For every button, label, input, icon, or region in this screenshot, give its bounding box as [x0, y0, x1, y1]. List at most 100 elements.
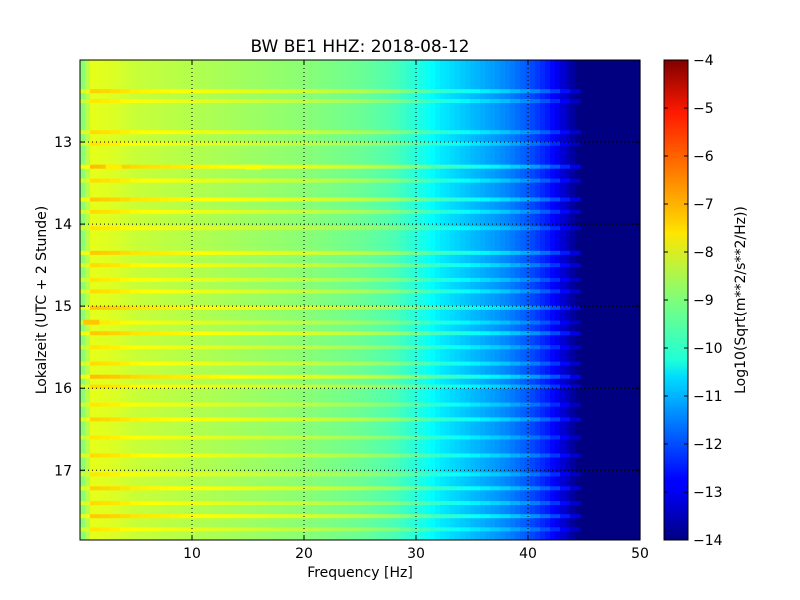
- hotspot: [245, 164, 262, 170]
- band-line: [80, 164, 581, 169]
- spectrogram-column: [185, 60, 191, 540]
- spectrogram-column: [165, 60, 171, 540]
- spectrogram-column: [320, 60, 326, 540]
- spectrogram-column: [535, 60, 541, 540]
- y-tick-label: 15: [54, 299, 72, 315]
- spectrogram-column: [560, 60, 566, 540]
- spectrogram-column: [635, 60, 641, 540]
- spectrogram-column: [435, 60, 441, 540]
- spectrogram-column: [115, 60, 121, 540]
- spectrogram-column: [350, 60, 356, 540]
- spectrogram-column: [470, 60, 476, 540]
- band-line: [80, 320, 581, 325]
- spectrogram-column: [260, 60, 266, 540]
- spectrogram-column: [220, 60, 226, 540]
- x-tick-label: 20: [295, 546, 313, 562]
- spectrogram-column: [395, 60, 401, 540]
- y-tick-label: 16: [54, 381, 72, 397]
- spectrogram-column: [600, 60, 606, 540]
- band-line: [80, 402, 581, 407]
- band-line: [80, 417, 581, 422]
- band-line: [80, 361, 581, 366]
- spectrogram-column: [360, 60, 366, 540]
- spectrogram-column: [120, 60, 126, 540]
- plot-frame: [79, 59, 641, 541]
- spectrogram-column: [90, 60, 96, 540]
- spectrogram-column: [515, 60, 521, 540]
- spectrogram-column: [175, 60, 181, 540]
- spectrogram-column: [585, 60, 591, 540]
- band-line: [80, 263, 581, 268]
- spectrogram-column: [355, 60, 361, 540]
- band-line: [80, 527, 581, 532]
- spectrogram-column: [265, 60, 271, 540]
- band-line: [80, 277, 581, 282]
- spectrogram-column: [325, 60, 331, 540]
- chart-title: BW BE1 HHZ: 2018-08-12: [250, 37, 469, 57]
- band-line: [80, 453, 581, 458]
- spectrogram-column: [605, 60, 611, 540]
- band-line: [80, 374, 581, 379]
- spectrogram-column: [275, 60, 281, 540]
- band-line: [80, 472, 581, 477]
- y-axis-label: Lokalzeit (UTC + 2 Stunde): [34, 206, 50, 395]
- spectrogram-column: [375, 60, 381, 540]
- spectrogram-column: [400, 60, 406, 540]
- spectrogram-column: [140, 60, 146, 540]
- spectrogram-column: [150, 60, 156, 540]
- band-line: [80, 345, 581, 350]
- spectrogram-column: [480, 60, 486, 540]
- colorbar-tick-label: −6: [693, 149, 714, 165]
- band-line: [80, 514, 581, 519]
- spectrogram-column: [540, 60, 546, 540]
- spectrogram-column: [620, 60, 626, 540]
- band-line: [80, 501, 581, 506]
- band-line: [80, 250, 581, 255]
- spectrogram-column: [305, 60, 311, 540]
- spectrogram-column: [255, 60, 261, 540]
- spectrogram-column: [415, 60, 421, 540]
- spectrogram-column: [370, 60, 376, 540]
- spectrogram-column: [365, 60, 371, 540]
- band-line: [80, 89, 581, 94]
- colorbar-ticks: −4 −5 −6 −7 −8 −9 −10 −11 −12 −13 −14: [664, 53, 723, 549]
- spectrogram-column: [250, 60, 256, 540]
- spectrogram-column: [450, 60, 456, 540]
- band-line: [80, 305, 581, 310]
- y-tick-label: 17: [54, 463, 72, 479]
- spectrogram-column: [145, 60, 151, 540]
- spectrogram-column: [155, 60, 161, 540]
- spectrogram-column: [490, 60, 496, 540]
- spectrogram-column: [215, 60, 221, 540]
- spectrogram-column: [510, 60, 516, 540]
- spectrogram-column: [385, 60, 391, 540]
- spectrogram-column: [180, 60, 186, 540]
- spectrogram-column: [125, 60, 131, 540]
- spectrogram-column: [235, 60, 241, 540]
- spectrogram-column: [225, 60, 231, 540]
- y-tick-label: 14: [54, 217, 72, 233]
- spectrogram-column: [295, 60, 301, 540]
- band-line: [80, 130, 581, 135]
- band-line: [80, 209, 581, 214]
- spectrogram-column: [590, 60, 596, 540]
- spectrogram-column: [340, 60, 346, 540]
- band-line: [80, 435, 581, 440]
- spectrogram-column: [380, 60, 386, 540]
- colorbar-tick-label: −11: [693, 389, 723, 405]
- spectrogram-column: [505, 60, 511, 540]
- band-line: [80, 384, 581, 389]
- band-line: [80, 99, 581, 104]
- x-axis-ticks: 10 20 30 40 50: [183, 60, 649, 562]
- x-tick-label: 10: [183, 546, 201, 562]
- spectrogram-column: [315, 60, 321, 540]
- spectrogram-column: [410, 60, 416, 540]
- spectrogram-column: [570, 60, 576, 540]
- spectrogram-column: [240, 60, 246, 540]
- y-tick-label: 13: [54, 135, 72, 151]
- spectrogram-column: [195, 60, 201, 540]
- colorbar-tick-label: −8: [693, 245, 714, 261]
- spectrogram-column: [465, 60, 471, 540]
- spectrogram-column: [245, 60, 251, 540]
- spectrogram-column: [285, 60, 291, 540]
